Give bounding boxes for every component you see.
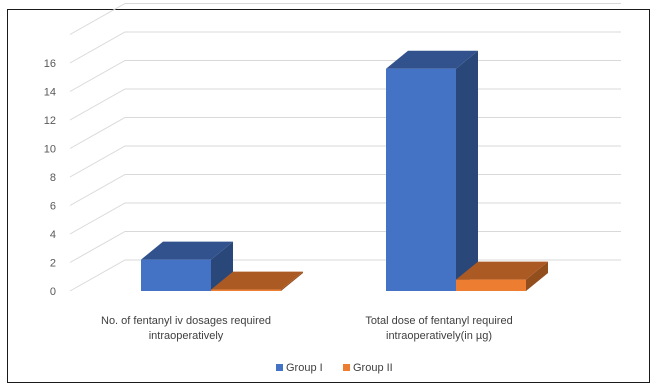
y-tick-label: 2 — [50, 258, 56, 270]
bar-front — [141, 259, 211, 291]
gridline — [69, 31, 621, 64]
bar-2-1 — [211, 271, 303, 291]
gridline — [69, 88, 621, 121]
bar-top — [211, 271, 303, 290]
y-tick-label: 14 — [44, 87, 56, 99]
chart-frame — [7, 9, 650, 383]
y-tick-label: 10 — [44, 144, 56, 156]
bar-top — [141, 241, 233, 260]
bar-1-2 — [386, 50, 478, 292]
bar-top — [456, 261, 548, 280]
bar-side — [456, 50, 478, 292]
bar-1-1 — [141, 241, 233, 291]
y-tick-label: 16 — [44, 58, 56, 70]
bar-front — [211, 289, 281, 291]
legend-swatch — [276, 364, 283, 371]
gridline — [69, 117, 621, 149]
bars — [141, 50, 548, 292]
x-category-label: Total dose of fentanyl required intraoper… — [365, 315, 512, 342]
bar-side — [281, 271, 303, 291]
legend-label: Group II — [353, 362, 393, 374]
y-tick-label: 4 — [50, 229, 56, 241]
bar-side — [526, 261, 548, 291]
legend-item: Group I — [276, 362, 323, 374]
gridline — [69, 202, 621, 235]
bar-front — [386, 68, 456, 291]
y-axis-ticks: 0 2 4 6 8 10 12 14 16 — [44, 58, 56, 298]
gridline — [69, 3, 621, 35]
legend-item: Group II — [343, 362, 393, 374]
x-axis-categories: No. of fentanyl iv dosages required intra… — [101, 315, 513, 342]
y-tick-label: 8 — [50, 172, 56, 184]
legend-swatch — [343, 364, 350, 371]
gridlines — [69, 3, 621, 292]
y-tick-label: 0 — [50, 286, 56, 298]
gridline — [69, 60, 621, 92]
bar-top — [386, 50, 478, 69]
bar-front — [456, 279, 526, 291]
bar-2-2 — [456, 261, 548, 291]
legend-label: Group I — [286, 362, 323, 374]
x-category-label: No. of fentanyl iv dosages required intra… — [101, 315, 271, 342]
legend: Group I Group II — [276, 362, 393, 374]
y-tick-label: 12 — [44, 115, 56, 127]
bar-side — [211, 241, 233, 291]
gridline — [69, 145, 621, 178]
gridline — [69, 174, 621, 206]
y-tick-label: 6 — [50, 201, 56, 213]
